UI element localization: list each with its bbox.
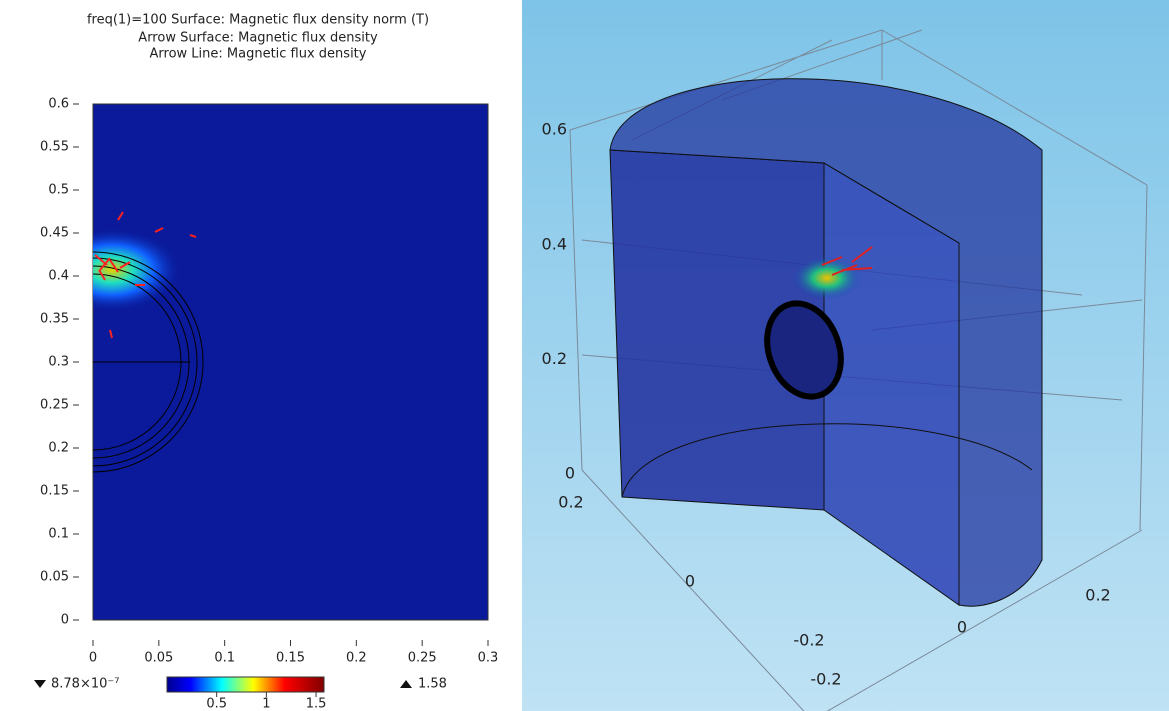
x-tick-label: -0.2 (793, 631, 824, 650)
color-tick-label: 1 (262, 697, 270, 711)
x-tick-label: 0.15 (276, 651, 305, 666)
left-plot: freq(1)=100 Surface: Magnetic flux densi… (34, 13, 499, 711)
y-tick-label: 0 (957, 618, 967, 637)
x-tick-label: 0.05 (144, 651, 173, 666)
color-tick-label: 1.5 (306, 697, 327, 711)
y-tick-label: 0.35 (40, 312, 69, 327)
x-tick-label: 0.3 (478, 651, 499, 666)
right-plot: 0 0.2 0.4 0.6 -0.2 0 0.2 -0.2 0 0.2 (522, 0, 1169, 711)
y-tick-label: 0.45 (40, 226, 69, 241)
color-max-label: 1.58 (418, 677, 447, 692)
x-tick-label: 0.1 (214, 651, 235, 666)
y-tick-label: 0.25 (40, 398, 69, 413)
z-tick-label: 0.4 (542, 234, 567, 253)
z-tick-label: 0 (565, 464, 575, 483)
title: freq(1)=100 Surface: Magnetic flux densi… (87, 13, 429, 28)
y-tick-label: 0.4 (48, 269, 69, 284)
y-tick-label: 0.55 (40, 140, 69, 155)
field (93, 211, 204, 473)
y-tick-label: 0.2 (1085, 586, 1110, 605)
y-tick-label: 0.15 (40, 484, 69, 499)
z-tick-label: 0.6 (542, 120, 567, 139)
y-tick-label: 0.3 (48, 355, 69, 370)
y-tick-label: 0.5 (48, 183, 69, 198)
color-min-label: 8.78×10⁻⁷ (51, 677, 119, 692)
x-tick-label: 0 (89, 651, 97, 666)
x-tick-label: 0.25 (408, 651, 437, 666)
x-tick-label: 0 (685, 572, 695, 591)
z-tick-label: 0.2 (542, 349, 567, 368)
y-tick-label: 0.05 (40, 570, 69, 585)
y-tick-label: 0 (61, 613, 69, 628)
color-tick-label: 0.5 (206, 697, 227, 711)
color-bar (166, 676, 325, 693)
title: Arrow Line: Magnetic flux density (150, 47, 367, 62)
y-tick-label: -0.2 (810, 670, 841, 689)
y-tick-label: 0.1 (48, 527, 69, 542)
x-tick-label: 0.2 (346, 651, 367, 666)
y-tick-label: 0.2 (48, 441, 69, 456)
y-tick-label: 0.6 (48, 97, 69, 112)
title: Arrow Surface: Magnetic flux density (138, 31, 378, 46)
x-tick-label: 0.2 (558, 493, 583, 512)
